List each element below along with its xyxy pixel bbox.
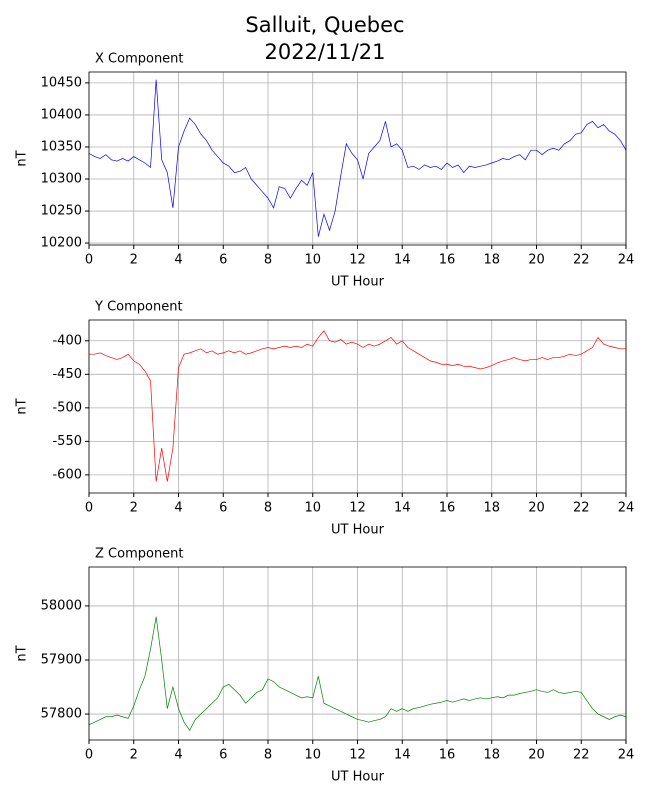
x-tick-label: 2 — [130, 501, 138, 516]
x-tick-label: 22 — [573, 501, 590, 516]
y-axis-label: nT — [15, 398, 30, 414]
y-tick-label: -450 — [52, 367, 82, 382]
x-tick-label: 20 — [528, 253, 545, 268]
x-tick-label: 0 — [85, 501, 93, 516]
data-line — [88, 79, 627, 237]
x-tick-label: 16 — [439, 253, 456, 268]
data-line — [88, 616, 627, 731]
x-tick-label: 6 — [219, 253, 227, 268]
y-tick-label: 57800 — [41, 707, 82, 722]
y-tick-label: 10250 — [41, 204, 82, 219]
y-tick-label: 58000 — [41, 598, 82, 613]
plot-frame — [88, 71, 627, 246]
x-tick-label: 14 — [394, 748, 411, 763]
y-tick-label: 10300 — [41, 172, 82, 187]
x-tick-label: 12 — [349, 501, 366, 516]
x-tick-label: 22 — [573, 253, 590, 268]
x-tick-label: 2 — [130, 253, 138, 268]
x-tick-label: 20 — [528, 501, 545, 516]
x-tick-label: 4 — [174, 501, 182, 516]
x-tick-label: 8 — [264, 748, 272, 763]
y-tick-label: 10200 — [41, 236, 82, 251]
x-tick-label: 6 — [219, 501, 227, 516]
y-tick-label: 10450 — [41, 75, 82, 90]
x-tick-label: 18 — [483, 253, 500, 268]
plot-frame — [88, 566, 627, 741]
axes-title: X Component — [95, 52, 184, 67]
data-line — [89, 330, 626, 482]
y-tick-label: -500 — [52, 400, 82, 415]
x-tick-label: 16 — [439, 501, 456, 516]
x-tick-label: 24 — [618, 501, 635, 516]
x-tick-label: 22 — [573, 748, 590, 763]
x-tick-label: 2 — [130, 748, 138, 763]
plot-frame — [88, 319, 627, 494]
x-tick-label: 12 — [349, 253, 366, 268]
x-axis-label: UT Hour — [331, 523, 385, 538]
x-axis-label: UT Hour — [331, 275, 385, 290]
axes-title: Y Component — [94, 300, 183, 315]
x-tick-label: 6 — [219, 748, 227, 763]
x-tick-label: 18 — [483, 748, 500, 763]
x-tick-label: 4 — [174, 253, 182, 268]
y-tick-label: -600 — [52, 467, 82, 482]
y-tick-label: 10400 — [41, 107, 82, 122]
x-tick-label: 18 — [483, 501, 500, 516]
x-tick-label: 10 — [304, 748, 321, 763]
x-tick-label: 20 — [528, 748, 545, 763]
y-tick-label: 10350 — [41, 139, 82, 154]
x-tick-label: 0 — [85, 253, 93, 268]
x-tick-label: 10 — [304, 501, 321, 516]
figure-title: Salluit, Quebec — [245, 13, 404, 37]
x-tick-label: 4 — [174, 748, 182, 763]
figure-title: 2022/11/21 — [264, 40, 385, 64]
y-tick-label: -400 — [52, 333, 82, 348]
x-axis-label: UT Hour — [331, 770, 385, 785]
x-tick-label: 14 — [394, 253, 411, 268]
x-tick-label: 0 — [85, 748, 93, 763]
y-axis-label: nT — [15, 645, 30, 661]
x-tick-label: 24 — [618, 748, 635, 763]
x-tick-label: 8 — [264, 501, 272, 516]
x-tick-label: 12 — [349, 748, 366, 763]
y-tick-label: 57900 — [41, 652, 82, 667]
x-tick-label: 16 — [439, 748, 456, 763]
x-tick-label: 8 — [264, 253, 272, 268]
y-tick-label: -550 — [52, 434, 82, 449]
axes-title: Z Component — [95, 547, 184, 562]
y-axis-label: nT — [15, 150, 30, 166]
x-tick-label: 14 — [394, 501, 411, 516]
x-tick-label: 10 — [304, 253, 321, 268]
x-tick-label: 24 — [618, 253, 635, 268]
